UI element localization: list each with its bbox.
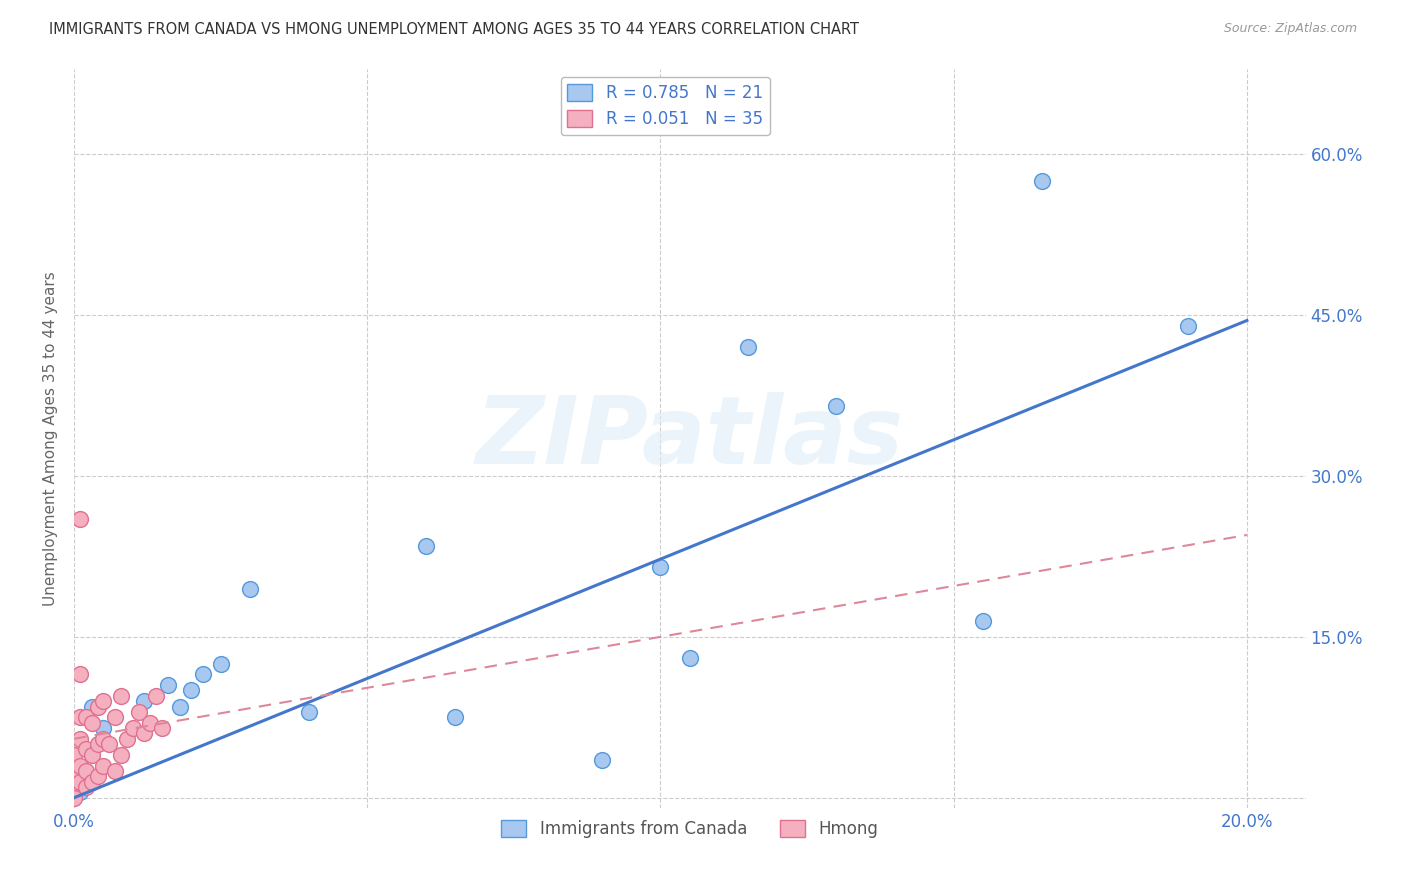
- Point: [93, 694, 115, 708]
- Point: [75, 710, 97, 724]
- Point: [69, 774, 91, 789]
- Point: [169, 699, 191, 714]
- Point: [86, 769, 108, 783]
- Point: [650, 560, 672, 574]
- Point: [80, 715, 103, 730]
- Point: [737, 340, 759, 354]
- Point: [121, 721, 143, 735]
- Point: [134, 694, 156, 708]
- Point: [591, 753, 613, 767]
- Point: [69, 667, 91, 681]
- Point: [110, 747, 132, 762]
- Point: [180, 683, 202, 698]
- Point: [134, 726, 156, 740]
- Point: [80, 699, 103, 714]
- Y-axis label: Unemployment Among Ages 35 to 44 years: Unemployment Among Ages 35 to 44 years: [44, 271, 58, 606]
- Point: [86, 699, 108, 714]
- Point: [69, 758, 91, 772]
- Text: Source: ZipAtlas.com: Source: ZipAtlas.com: [1223, 22, 1357, 36]
- Point: [104, 710, 127, 724]
- Point: [145, 689, 167, 703]
- Text: IMMIGRANTS FROM CANADA VS HMONG UNEMPLOYMENT AMONG AGES 35 TO 44 YEARS CORRELATI: IMMIGRANTS FROM CANADA VS HMONG UNEMPLOY…: [49, 22, 859, 37]
- Point: [239, 582, 262, 596]
- Point: [63, 790, 86, 805]
- Point: [69, 731, 91, 746]
- Point: [1177, 318, 1199, 333]
- Point: [679, 651, 702, 665]
- Point: [115, 731, 138, 746]
- Point: [1031, 174, 1053, 188]
- Point: [444, 710, 467, 724]
- Point: [63, 747, 86, 762]
- Point: [110, 689, 132, 703]
- Point: [86, 737, 108, 751]
- Point: [69, 710, 91, 724]
- Point: [972, 614, 994, 628]
- Legend: Immigrants from Canada, Hmong: Immigrants from Canada, Hmong: [495, 813, 886, 845]
- Point: [69, 785, 91, 799]
- Point: [209, 657, 232, 671]
- Point: [128, 705, 150, 719]
- Text: ZIPatlas: ZIPatlas: [475, 392, 904, 484]
- Point: [139, 715, 162, 730]
- Point: [150, 721, 173, 735]
- Point: [63, 764, 86, 778]
- Point: [69, 512, 91, 526]
- Point: [415, 539, 437, 553]
- Point: [98, 737, 121, 751]
- Point: [75, 780, 97, 794]
- Point: [93, 731, 115, 746]
- Point: [80, 774, 103, 789]
- Point: [298, 705, 321, 719]
- Point: [75, 764, 97, 778]
- Point: [825, 400, 848, 414]
- Point: [75, 742, 97, 756]
- Point: [156, 678, 179, 692]
- Point: [63, 780, 86, 794]
- Point: [93, 721, 115, 735]
- Point: [80, 747, 103, 762]
- Point: [93, 758, 115, 772]
- Point: [104, 764, 127, 778]
- Point: [191, 667, 214, 681]
